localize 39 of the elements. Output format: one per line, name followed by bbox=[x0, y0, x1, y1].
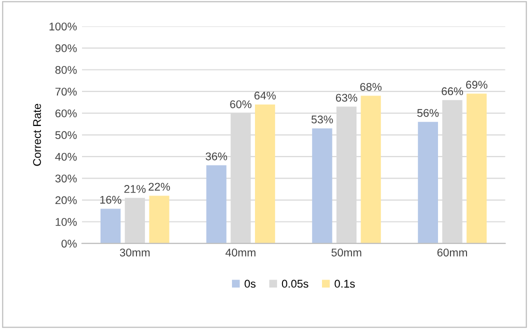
legend-label: 0s bbox=[244, 280, 256, 288]
y-tick-label: 50% bbox=[55, 131, 77, 140]
bar bbox=[254, 104, 276, 244]
x-tick-label: 40mm bbox=[226, 248, 256, 256]
legend-label: 0.05s bbox=[282, 280, 308, 288]
x-tick-label: 60mm bbox=[437, 248, 467, 256]
bar bbox=[149, 196, 170, 244]
bar bbox=[312, 128, 332, 244]
data-label: 22% bbox=[148, 182, 170, 191]
y-tick-label: 10% bbox=[56, 218, 77, 226]
legend-label: 0.1s bbox=[334, 280, 355, 288]
y-axis-title: Correct Rate bbox=[33, 104, 41, 166]
y-tick-label: 40% bbox=[55, 152, 77, 161]
y-tick-label: 100% bbox=[50, 22, 77, 30]
data-label: 69% bbox=[466, 80, 488, 89]
bar bbox=[206, 165, 226, 244]
y-tick-label: 30% bbox=[55, 174, 77, 182]
x-tick-label: 30mm bbox=[120, 248, 150, 256]
bar bbox=[100, 208, 121, 244]
data-label: 63% bbox=[336, 94, 358, 102]
bar bbox=[360, 96, 381, 244]
data-label: 36% bbox=[206, 152, 228, 160]
data-label: 53% bbox=[311, 116, 333, 124]
bar bbox=[466, 94, 487, 244]
data-label: 64% bbox=[254, 92, 276, 100]
data-label: 68% bbox=[360, 82, 382, 91]
y-tick-label: 70% bbox=[55, 88, 77, 96]
y-tick-label: 20% bbox=[55, 196, 77, 204]
y-tick-label: 0% bbox=[62, 240, 77, 248]
data-label: 21% bbox=[124, 185, 146, 193]
y-tick-label: 80% bbox=[55, 66, 77, 74]
bar bbox=[418, 122, 438, 244]
data-label: 60% bbox=[230, 100, 252, 108]
data-label: 16% bbox=[100, 196, 122, 204]
y-tick-label: 60% bbox=[55, 109, 77, 118]
data-label: 66% bbox=[442, 87, 464, 96]
x-tick-label: 50mm bbox=[332, 248, 362, 256]
y-tick-label: 90% bbox=[55, 44, 77, 52]
data-label: 56% bbox=[417, 109, 439, 117]
